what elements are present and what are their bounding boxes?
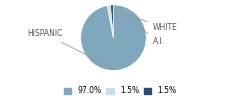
Wedge shape xyxy=(81,5,146,70)
Text: A.I.: A.I. xyxy=(114,10,165,46)
Wedge shape xyxy=(107,5,114,38)
Wedge shape xyxy=(110,5,114,38)
Text: HISPANIC: HISPANIC xyxy=(27,29,114,69)
Legend: 97.0%, 1.5%, 1.5%: 97.0%, 1.5%, 1.5% xyxy=(63,86,177,96)
Text: WHITE: WHITE xyxy=(112,9,178,32)
